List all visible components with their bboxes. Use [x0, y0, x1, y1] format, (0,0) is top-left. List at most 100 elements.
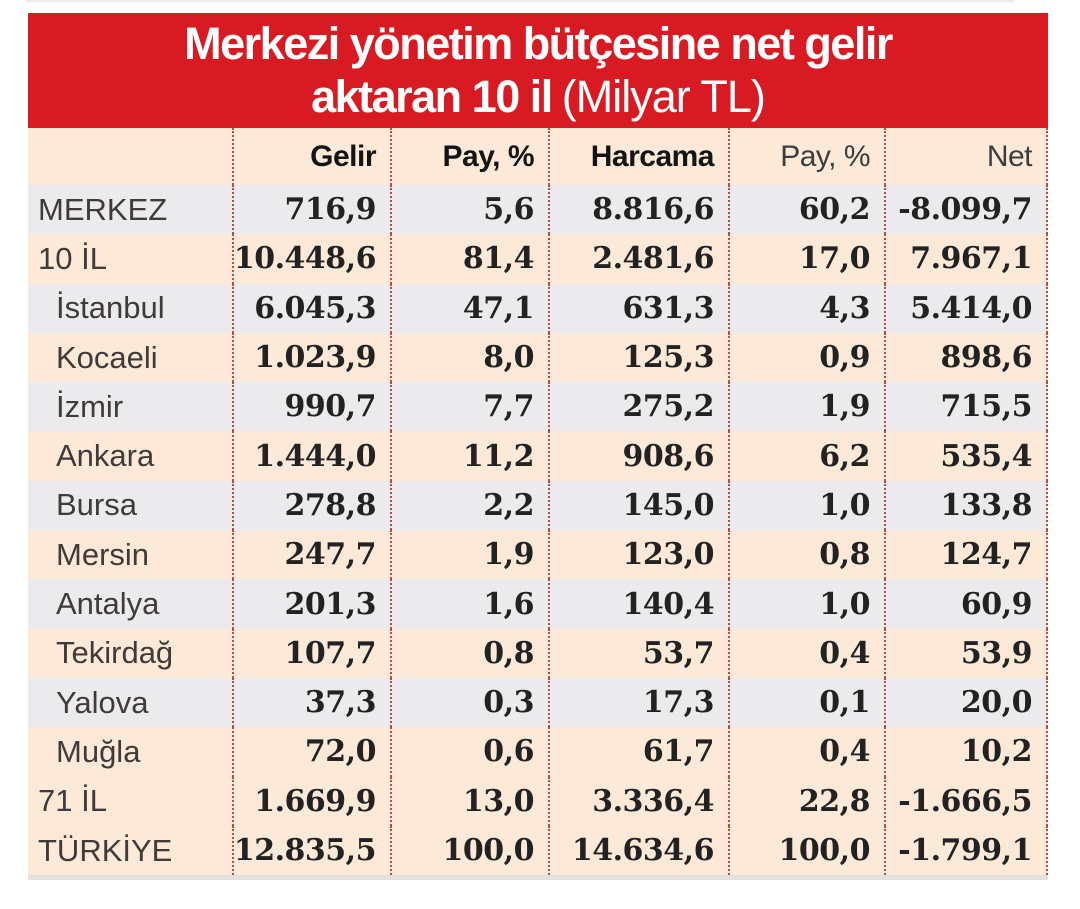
cell-harcama: 145,0 — [548, 480, 728, 531]
cell-gelir: 990,7 — [232, 382, 390, 432]
cell-harcama: 631,3 — [548, 283, 728, 333]
row-label: Ankara — [56, 438, 155, 474]
column-header-pay-harcama: Pay, % — [728, 128, 884, 185]
cell-gelir: 1.023,9 — [232, 332, 390, 383]
cell-harcama: 53,7 — [548, 628, 728, 678]
cell-pay-harcama: 4,3 — [728, 283, 884, 333]
cell-gelir: 6.045,3 — [232, 283, 390, 333]
table-row: Ankara 1.444,0 11,2 908,6 6,2 535,4 — [28, 431, 1048, 481]
title-line2: aktaran 10 il (Milyar TL) — [28, 70, 1048, 123]
table-row: Muğla 72,0 0,6 61,7 0,4 10,2 — [28, 727, 1048, 777]
cell-pay-gelir: 0,3 — [390, 677, 548, 728]
cell-harcama: 275,2 — [548, 382, 728, 432]
cell-pay-harcama: 17,0 — [728, 234, 884, 284]
cell-net: 535,4 — [884, 431, 1048, 481]
table-row: Bursa 278,8 2,2 145,0 1,0 133,8 — [28, 480, 1048, 531]
cell-net: 5.414,0 — [884, 283, 1048, 333]
cell-pay-gelir: 2,2 — [390, 480, 548, 531]
cell-harcama: 2.481,6 — [548, 234, 728, 284]
cell-pay-gelir: 11,2 — [390, 431, 548, 481]
title-line2-unit: (Milyar TL) — [561, 71, 766, 122]
cell-pay-harcama: 60,2 — [728, 185, 884, 235]
title-line1: Merkezi yönetim bütçesine net gelir — [184, 18, 893, 69]
cell-gelir: 12.835,5 — [232, 825, 390, 876]
cell-net: 7.967,1 — [884, 234, 1048, 284]
cell-harcama: 8.816,6 — [548, 185, 728, 235]
cell-net: -8.099,7 — [884, 185, 1048, 235]
column-header-empty — [28, 128, 232, 185]
cell-gelir: 72,0 — [232, 727, 390, 777]
row-label: Yalova — [56, 684, 149, 720]
cell-pay-gelir: 1,6 — [390, 579, 548, 629]
column-header-pay-gelir: Pay, % — [390, 128, 548, 185]
table-row: İstanbul 6.045,3 47,1 631,3 4,3 5.414,0 — [28, 283, 1048, 333]
row-label: 10 İL — [38, 240, 107, 276]
cell-pay-harcama: 1,0 — [728, 480, 884, 531]
row-label: İstanbul — [56, 290, 165, 326]
cell-gelir: 1.669,9 — [232, 776, 390, 826]
cell-net: -1.799,1 — [884, 825, 1048, 876]
cell-harcama: 140,4 — [548, 579, 728, 629]
cell-harcama: 125,3 — [548, 332, 728, 383]
row-label: Antalya — [56, 586, 160, 622]
cell-pay-gelir: 8,0 — [390, 332, 548, 383]
cell-harcama: 123,0 — [548, 530, 728, 580]
cell-pay-harcama: 6,2 — [728, 431, 884, 481]
cell-net: 10,2 — [884, 727, 1048, 777]
table-row: Mersin 247,7 1,9 123,0 0,8 124,7 — [28, 530, 1048, 580]
cell-pay-harcama: 1,9 — [728, 382, 884, 432]
cell-gelir: 716,9 — [232, 185, 390, 235]
row-label: Bursa — [56, 487, 137, 523]
cell-harcama: 17,3 — [548, 677, 728, 728]
row-label: MERKEZ — [38, 191, 168, 227]
row-label: Mersin — [56, 536, 150, 572]
cell-gelir: 37,3 — [232, 677, 390, 728]
row-label: Muğla — [56, 733, 141, 769]
table-row: 10 İL 10.448,6 81,4 2.481,6 17,0 7.967,1 — [28, 234, 1048, 284]
row-label: Kocaeli — [56, 339, 158, 375]
table-row: 71 İL 1.669,9 13,0 3.336,4 22,8 -1.666,5 — [28, 776, 1048, 826]
cell-net: 133,8 — [884, 480, 1048, 531]
cell-gelir: 278,8 — [232, 480, 390, 531]
cell-gelir: 1.444,0 — [232, 431, 390, 481]
top-hairline — [25, 0, 1015, 2]
column-header-net: Net — [884, 128, 1048, 185]
cell-net: -1.666,5 — [884, 776, 1048, 826]
cell-pay-harcama: 0,1 — [728, 677, 884, 728]
title-banner: Merkezi yönetim bütçesine net gelir akta… — [28, 13, 1048, 128]
cell-gelir: 10.448,6 — [232, 234, 390, 284]
row-label: Tekirdağ — [56, 635, 174, 671]
cell-pay-harcama: 0,8 — [728, 530, 884, 580]
cell-pay-harcama: 0,9 — [728, 332, 884, 383]
cell-gelir: 247,7 — [232, 530, 390, 580]
cell-pay-gelir: 1,9 — [390, 530, 548, 580]
cell-net: 715,5 — [884, 382, 1048, 432]
cell-pay-harcama: 0,4 — [728, 628, 884, 678]
cell-pay-harcama: 1,0 — [728, 579, 884, 629]
row-label: İzmir — [56, 388, 124, 424]
table-row: MERKEZ 716,9 5,6 8.816,6 60,2 -8.099,7 — [28, 185, 1048, 235]
cell-harcama: 14.634,6 — [548, 825, 728, 876]
cell-pay-gelir: 100,0 — [390, 825, 548, 876]
cell-pay-harcama: 22,8 — [728, 776, 884, 826]
table-row: TÜRKİYE 12.835,5 100,0 14.634,6 100,0 -1… — [28, 825, 1048, 876]
cell-pay-harcama: 100,0 — [728, 825, 884, 876]
cell-harcama: 3.336,4 — [548, 776, 728, 826]
cell-pay-gelir: 13,0 — [390, 776, 548, 826]
cell-pay-gelir: 5,6 — [390, 185, 548, 235]
cell-pay-harcama: 0,4 — [728, 727, 884, 777]
cell-pay-gelir: 0,8 — [390, 628, 548, 678]
table-row: Antalya 201,3 1,6 140,4 1,0 60,9 — [28, 579, 1048, 629]
column-header-harcama: Harcama — [548, 128, 728, 185]
title-line2-bold: aktaran 10 il — [311, 71, 553, 122]
cell-harcama: 61,7 — [548, 727, 728, 777]
cell-net: 60,9 — [884, 579, 1048, 629]
column-header-gelir: Gelir — [232, 128, 390, 185]
table-row: İzmir 990,7 7,7 275,2 1,9 715,5 — [28, 382, 1048, 432]
cell-net: 898,6 — [884, 332, 1048, 383]
cell-net: 124,7 — [884, 530, 1048, 580]
table-body: MERKEZ 716,9 5,6 8.816,6 60,2 -8.099,7 1… — [28, 185, 1048, 876]
budget-table: Gelir Pay, % Harcama Pay, % Net MERKEZ 7… — [28, 128, 1048, 881]
cell-gelir: 201,3 — [232, 579, 390, 629]
